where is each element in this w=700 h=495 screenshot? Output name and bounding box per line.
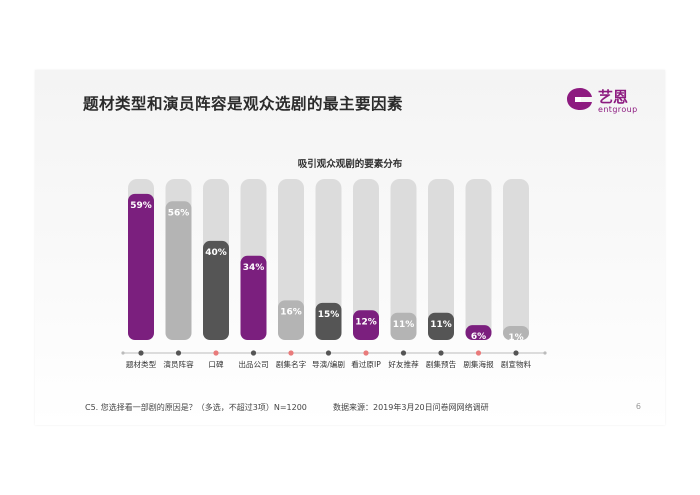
bar-track: [390, 179, 417, 340]
axis-dot: [175, 350, 182, 356]
axis-dot: [288, 350, 294, 356]
axis-dot: [438, 350, 444, 356]
bar-track: [465, 179, 492, 340]
axis-dot: [325, 350, 332, 356]
bar: [428, 312, 454, 340]
logo-text-cn: 艺恩: [598, 88, 629, 106]
bar-value-label: 16%: [280, 307, 302, 317]
category-label: 好友推荐: [388, 359, 419, 369]
bar-track: [278, 179, 304, 340]
logo-text-en: entgroup: [598, 105, 638, 114]
page-number: 6: [635, 402, 641, 411]
axis-dot: [513, 350, 519, 356]
category-label: 导演/编剧: [312, 359, 345, 369]
bar: [315, 302, 342, 340]
bar-value-label: 40%: [205, 248, 227, 258]
axis-dot: [400, 350, 407, 356]
bar-value-label: 59%: [130, 201, 152, 211]
axis-dot: [475, 350, 482, 356]
slide: 题材类型和演员阵容是观众选剧的最主要因素 艺恩 entgroup 吸引观众观剧的…: [35, 70, 665, 425]
axis-dot: [138, 350, 144, 356]
bar: [240, 255, 267, 340]
bar: [390, 312, 417, 340]
bar-value-label: 6%: [471, 332, 486, 342]
bar-value-label: 15%: [318, 310, 340, 320]
axis-dot: [250, 350, 257, 356]
bar-track: [353, 179, 379, 340]
data-source-note: 数据来源：2019年3月20日问卷网网络调研: [333, 403, 489, 412]
category-label: 剧宣物料: [501, 359, 532, 369]
logo-mark-icon: [567, 88, 592, 110]
category-label: 剧集名字: [276, 359, 307, 369]
bar: [503, 326, 529, 340]
bar-value-label: 11%: [430, 320, 452, 330]
bar-value-label: 1%: [508, 333, 523, 343]
category-label: 出品公司: [238, 359, 268, 369]
axis-dot: [363, 350, 369, 356]
category-label: 演员阵容: [163, 359, 194, 369]
chart-title: 吸引观众观剧的要素分布: [297, 159, 403, 170]
bar-track: [428, 179, 454, 340]
bar-value-label: 12%: [355, 317, 377, 327]
bar-value-label: 11%: [393, 320, 415, 330]
category-label: 口碑: [208, 359, 224, 369]
bar: [165, 201, 192, 340]
bar: [465, 325, 492, 340]
bar-track: [315, 179, 342, 340]
category-label: 剧集预告: [426, 359, 457, 369]
bar-chart: 59% 题材类型 56% 演员阵容 40% 口碑 34% 出品公司 16% 剧集名字 15% 导演/编…: [121, 179, 547, 369]
bar-value-label: 34%: [243, 263, 265, 273]
category-label: 剧集海报: [463, 359, 494, 369]
bar-track: [503, 179, 529, 340]
bar: [353, 310, 379, 340]
bar: [278, 300, 304, 340]
axis-dot: [213, 350, 219, 356]
axis-end-dot: [121, 351, 125, 355]
bar-value-label: 56%: [168, 208, 190, 218]
entgroup-logo: 艺恩 entgroup: [565, 84, 645, 118]
slide-title: 题材类型和演员阵容是观众选剧的最主要因素: [83, 95, 404, 113]
bar: [203, 240, 229, 340]
category-label: 题材类型: [126, 359, 157, 369]
survey-question-note: C5. 您选择看一部剧的原因是？（多选，不超过3项）N=1200: [85, 403, 307, 412]
bar: [128, 193, 154, 340]
category-label: 看过原IP: [351, 359, 381, 369]
axis-end-dot: [543, 351, 547, 355]
